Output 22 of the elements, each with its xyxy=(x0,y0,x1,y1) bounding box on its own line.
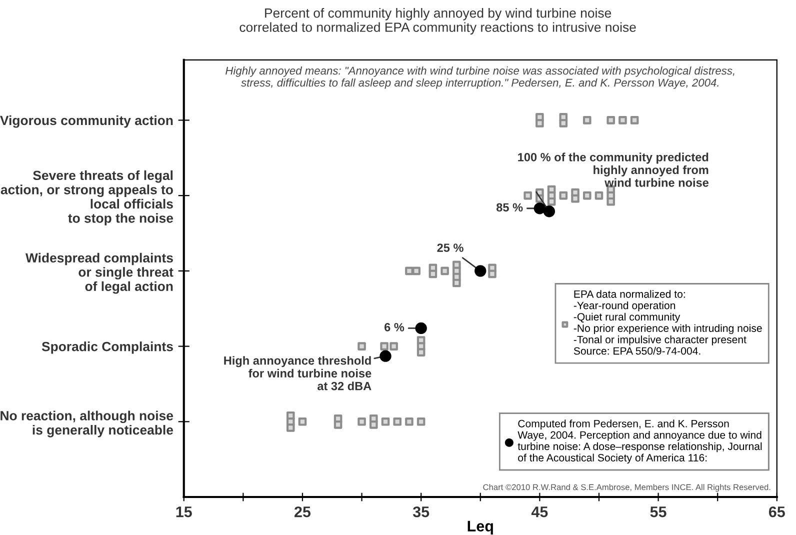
annotation: Highly annoyed means: "Annoyance with wind turbine noise was associated with psychological distress, stress, difficulties to fall asleep and sleep interruption." Pedersen, E. and K. Persson Waye, 2004. xyxy=(226,66,734,89)
x-axis-title: Leq xyxy=(468,520,493,535)
y-tick-label: Widespread complaints or single threat of legal action xyxy=(25,252,174,294)
annotation: Chart ©2010 R.W.Rand & S.E.Ambrose, Members INCE. All Rights Reserved. xyxy=(483,484,770,492)
y-tick-label: No reaction, although noise is generally noticeable xyxy=(0,410,174,438)
annotation: 100 % of the community predicted highly annoyed from wind turbine noise xyxy=(518,152,709,187)
annotation: High annoyance threshold for wind turbine noise at 32 dBA xyxy=(224,356,372,390)
x-tick-label: 35 xyxy=(412,506,430,518)
x-tick-label: 25 xyxy=(294,506,311,518)
x-tick-label: 65 xyxy=(768,506,785,518)
y-tick-label: Vigorous community action xyxy=(0,115,173,128)
legend-label: EPA data normalized to: -Year-round operation -Quiet rural community -No prior experience with intruding noise -Tonal or impulsive character present Source: EPA 550/9-74-004. xyxy=(574,290,762,355)
y-tick-label: Severe threats of legal action, or strong appeals to local officials to stop the noise xyxy=(0,170,174,226)
legend-label: Computed from Pedersen, E. and K. Persson Waye, 2004. Perception and annoyance due to wind turbine noise: A dose–response relationship, Journal of the Acoustical Society of America 116: xyxy=(518,420,762,464)
annotation: 85 % xyxy=(496,203,523,212)
chart-title: Percent of community highly annoyed by wind turbine noise correlated to normalized EPA community reactions to intrusive noise xyxy=(240,8,636,35)
annotation: 6 % xyxy=(384,323,404,332)
y-tick-label: Sporadic Complaints xyxy=(42,342,173,354)
annotation: 25 % xyxy=(437,244,464,252)
x-tick-label: 15 xyxy=(176,506,192,518)
x-tick-label: 45 xyxy=(531,506,548,518)
x-tick-label: 55 xyxy=(650,506,666,518)
